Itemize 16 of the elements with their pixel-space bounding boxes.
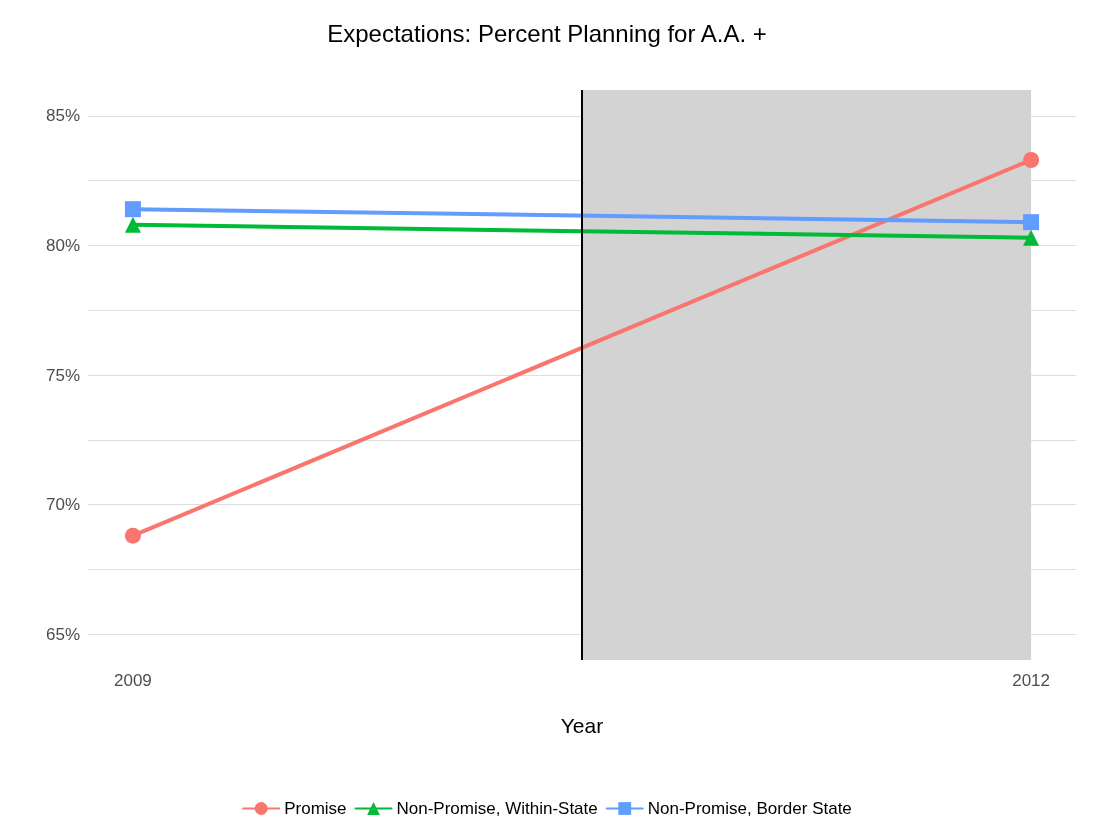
point <box>124 527 141 544</box>
chart-title: Expectations: Percent Planning for A.A. + <box>327 19 767 47</box>
x-tick-label: 2009 <box>114 671 152 690</box>
y-tick-label: 80% <box>45 235 80 255</box>
y-tick-label: 70% <box>45 495 80 515</box>
point <box>1023 214 1040 231</box>
legend-label: Promise <box>284 799 347 818</box>
point <box>1023 151 1040 168</box>
x-axis-title: Year <box>560 714 604 737</box>
y-tick-label: 65% <box>45 624 80 644</box>
legend-label: Non-Promise, Border State <box>647 799 852 818</box>
y-tick-label: 85% <box>45 106 80 126</box>
point <box>124 201 141 218</box>
y-tick-label: 75% <box>45 365 80 385</box>
legend-label: Non-Promise, Within-State <box>396 799 598 818</box>
x-tick-label: 2012 <box>1012 671 1050 690</box>
